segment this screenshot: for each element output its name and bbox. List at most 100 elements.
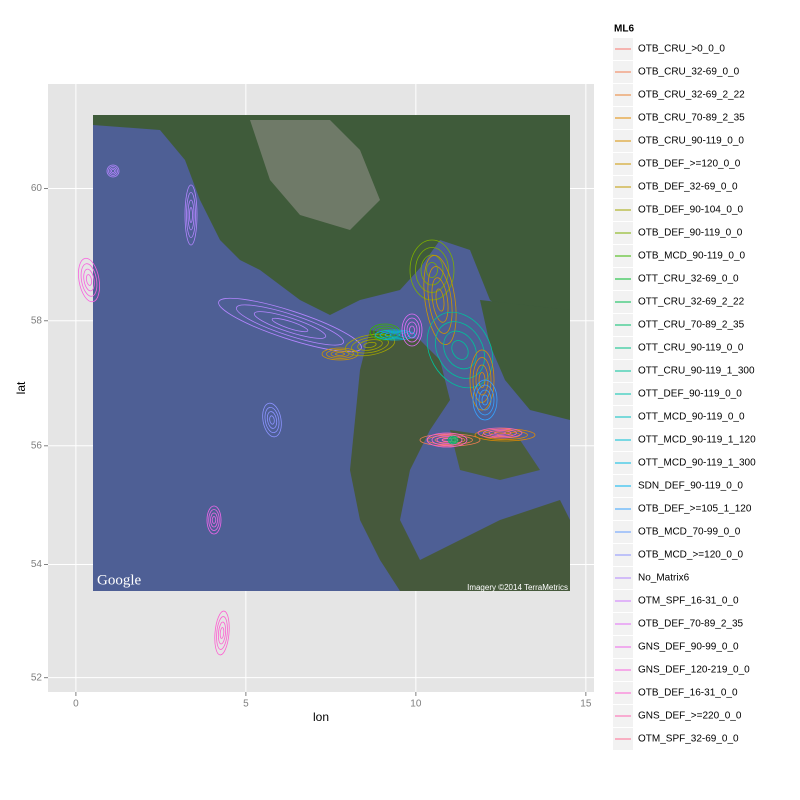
legend-label: OTB_MCD_>=120_0_0 <box>638 550 744 561</box>
density-contour <box>478 389 492 411</box>
legend-label: OTT_DEF_90-119_0_0 <box>638 389 742 400</box>
density-contour <box>447 435 459 445</box>
x-axis-label: lon <box>313 710 329 724</box>
legend-label: OTB_CRU_32-69_2_22 <box>638 90 745 101</box>
density-contour <box>450 437 456 443</box>
density-contour <box>431 277 449 323</box>
density-contour <box>206 505 222 535</box>
density-contour <box>474 428 536 442</box>
legend-label: OTB_DEF_32-69_0_0 <box>638 182 738 193</box>
legend: OTB_CRU_>0_0_0 OTB_CRU_32-69_0_0 OTB_CRU_3… <box>613 38 756 750</box>
legend-label: OTB_MCD_90-119_0_0 <box>638 251 746 262</box>
density-contour <box>475 384 495 416</box>
y-tick-label: 54 <box>31 559 43 570</box>
density-contour <box>271 317 309 333</box>
density-contour <box>472 379 498 421</box>
density-contour <box>469 349 495 411</box>
legend-label: OTB_CRU_>0_0_0 <box>638 44 725 55</box>
sweden-south <box>480 300 570 420</box>
density-contour <box>211 516 217 524</box>
density-contour <box>264 406 280 434</box>
legend-label: OTB_DEF_>=105_1_120 <box>638 504 752 515</box>
density-contour <box>208 509 220 531</box>
islands <box>450 430 540 480</box>
density-contour <box>494 431 506 435</box>
density-contour <box>108 166 118 176</box>
legend-label: OTM_SPF_16-31_0_0 <box>638 596 739 607</box>
basemap-logo: Google <box>97 572 142 588</box>
legend-label: GNS_DEF_90-99_0_0 <box>638 642 739 653</box>
density-contour <box>218 297 362 353</box>
density-contour <box>85 274 93 286</box>
legend-label: No_Matrix6 <box>638 573 690 584</box>
density-contour <box>451 438 455 442</box>
density-contour <box>80 263 98 297</box>
density-contour <box>475 364 489 396</box>
density-contour <box>426 432 468 448</box>
density-contour <box>187 199 195 231</box>
legend-label: SDN_DEF_90-119_0_0 <box>638 481 743 492</box>
density-contour <box>210 512 218 528</box>
density-contour <box>488 430 512 436</box>
y-tick-label: 56 <box>31 440 43 451</box>
legend-label: OTB_DEF_16-31_0_0 <box>638 688 738 699</box>
density-contour <box>374 329 416 341</box>
contours <box>78 164 536 656</box>
legend-label: OTB_CRU_70-89_2_35 <box>638 113 745 124</box>
density-contour <box>326 349 354 359</box>
density-contour <box>217 621 227 645</box>
density-contour <box>379 330 411 340</box>
density-contour <box>481 394 489 406</box>
density-contour <box>216 616 228 650</box>
density-contour <box>335 352 345 356</box>
legend-label: OTT_CRU_70-89_2_35 <box>638 320 745 331</box>
denmark-germany <box>350 330 570 591</box>
density-contour <box>357 339 383 351</box>
density-contour <box>344 333 396 357</box>
density-contour <box>427 435 473 445</box>
legend-label: OTB_DEF_70-89_2_35 <box>638 619 744 630</box>
mountains <box>250 120 380 230</box>
density-contour <box>111 169 115 173</box>
legend-label: OTT_MCD_90-119_1_300 <box>638 458 756 469</box>
density-contour <box>423 254 457 346</box>
legend-label: OTB_DEF_>=120_0_0 <box>638 159 741 170</box>
legend-label: OTM_SPF_32-69_0_0 <box>638 734 739 745</box>
density-contour <box>266 411 278 429</box>
norway-sweden <box>93 115 570 340</box>
basemap-credit: Imagery ©2014 TerraMetrics <box>467 583 568 592</box>
density-contour <box>451 340 469 360</box>
density-contour <box>409 239 455 301</box>
density-contour <box>401 313 423 347</box>
density-contour <box>351 336 389 354</box>
legend-label: OTB_CRU_90-119_0_0 <box>638 136 744 147</box>
density-contour <box>78 257 100 303</box>
density-contour <box>483 428 517 438</box>
density-contour <box>321 347 359 361</box>
density-contour <box>189 207 193 223</box>
y-tick-label: 52 <box>31 672 43 683</box>
x-tick-label: 5 <box>243 699 249 710</box>
density-contour <box>253 311 327 339</box>
x-tick-label: 10 <box>410 699 422 710</box>
legend-label: OTT_CRU_90-119_1_300 <box>638 366 755 377</box>
density-contour <box>427 266 453 334</box>
density-contour <box>409 325 415 335</box>
density-contour <box>435 321 485 379</box>
x-tick-label: 0 <box>73 699 79 710</box>
x-tick-label: 15 <box>580 699 592 710</box>
legend-label: OTT_CRU_32-69_0_0 <box>638 274 739 285</box>
density-contour <box>419 433 481 447</box>
legend-label: OTB_DEF_90-119_0_0 <box>638 228 743 239</box>
legend-label: OTT_CRU_32-69_2_22 <box>638 297 745 308</box>
legend-label: OTB_MCD_70-99_0_0 <box>638 527 741 538</box>
density-contour <box>431 434 463 446</box>
density-contour <box>363 341 377 349</box>
legend-title: ML6 <box>614 24 634 35</box>
density-contour <box>330 350 350 358</box>
legend-label: OTT_CRU_90-119_0_0 <box>638 343 744 354</box>
density-contour <box>186 192 196 238</box>
legend-label: OTB_DEF_90-104_0_0 <box>638 205 744 216</box>
density-contour <box>214 610 230 656</box>
